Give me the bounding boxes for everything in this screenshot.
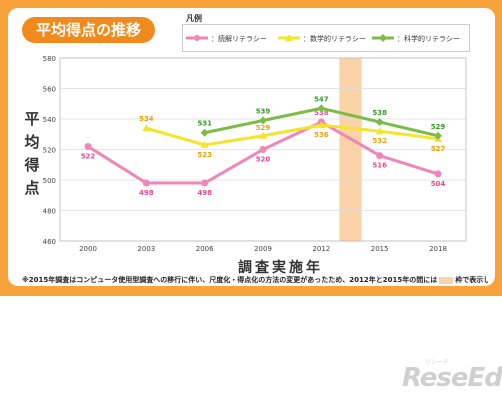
data-label: 498	[197, 189, 212, 197]
x-tick-label: 2009	[254, 245, 272, 253]
data-label: 498	[139, 189, 154, 197]
chart-title: 平均得点の推移	[22, 17, 156, 43]
footnote-highlight-swatch	[439, 276, 454, 284]
data-point	[200, 128, 209, 137]
data-label: 520	[256, 156, 271, 164]
data-point	[317, 104, 326, 113]
data-label: 527	[431, 145, 446, 153]
legend	[182, 24, 470, 52]
y-tick-label: 460	[43, 238, 56, 246]
x-tick-label: 2006	[196, 245, 214, 253]
x-tick-label: 2003	[137, 245, 155, 253]
data-point	[375, 118, 384, 127]
line-chart: 460 480 500 520 540 560 580 2000 2003 2006 2009 201…	[43, 34, 467, 253]
data-label: 529	[256, 124, 271, 132]
legend-marker	[379, 34, 387, 42]
data-point	[375, 127, 384, 135]
footnote-text-before: ※2015年調査はコンピュータ使用型調査への移行に伴い、尺度化・得点化の方法の変…	[22, 276, 438, 284]
data-point	[376, 152, 384, 160]
data-label: 538	[314, 109, 329, 117]
y-axis-label-char: 均	[24, 133, 40, 151]
y-tick-label: 580	[43, 55, 56, 63]
y-tick-label: 560	[43, 86, 56, 94]
y-tick-label: 540	[43, 116, 56, 124]
data-point	[142, 124, 151, 132]
data-point	[317, 121, 326, 129]
legend-label: ：数学的リテラシー	[303, 34, 366, 43]
y-axis-label-char: 得	[24, 156, 40, 174]
data-label: 539	[256, 108, 271, 116]
data-label: 529	[431, 123, 446, 131]
data-label: 534	[139, 115, 154, 123]
watermark-logo: ReseEd	[402, 363, 502, 393]
footnote: ※2015年調査はコンピュータ使用型調査への移行に伴い、尺度化・得点化の方法の変…	[22, 274, 488, 286]
data-label: 547	[314, 95, 329, 103]
y-tick-label: 500	[43, 177, 56, 185]
data-point	[84, 142, 92, 150]
data-point	[200, 140, 209, 148]
data-point	[434, 131, 442, 140]
plot-frame	[59, 57, 467, 242]
data-point	[259, 116, 267, 125]
data-point	[201, 179, 209, 187]
x-tick-label: 2012	[312, 245, 330, 253]
data-label: 538	[372, 109, 387, 117]
y-tick-label: 520	[43, 147, 56, 155]
y-axis-label: 平均得点	[22, 108, 42, 200]
data-point	[434, 170, 442, 178]
data-point	[259, 131, 267, 139]
data-label: 504	[431, 180, 446, 188]
legend-label: ：読解リテラシー	[211, 34, 267, 43]
data-point	[259, 146, 267, 153]
data-label: 516	[372, 162, 387, 170]
x-tick-label: 2000	[79, 245, 97, 253]
legend-marker	[194, 35, 200, 41]
y-axis-label-char: 点	[24, 179, 40, 197]
data-point	[142, 179, 150, 187]
data-label: 522	[81, 152, 96, 160]
data-label: 532	[372, 137, 387, 145]
legend-title: 凡例	[184, 13, 204, 24]
data-label: 523	[197, 151, 212, 159]
footnote-text-after: 枠で表示している。	[455, 276, 488, 284]
legend-marker	[285, 34, 293, 41]
data-label: 531	[197, 120, 212, 128]
series-line	[145, 123, 439, 147]
legend-label: ：科学的リテラシー	[397, 34, 460, 43]
x-tick-label: 2018	[429, 245, 447, 253]
x-axis-label: 調査実施年	[238, 260, 323, 276]
watermark-subtext: リシード	[425, 359, 450, 366]
x-tick-label: 2015	[371, 245, 389, 253]
y-tick-label: 480	[43, 208, 56, 216]
y-axis-label-char: 平	[24, 110, 40, 128]
data-label: 536	[314, 131, 329, 139]
